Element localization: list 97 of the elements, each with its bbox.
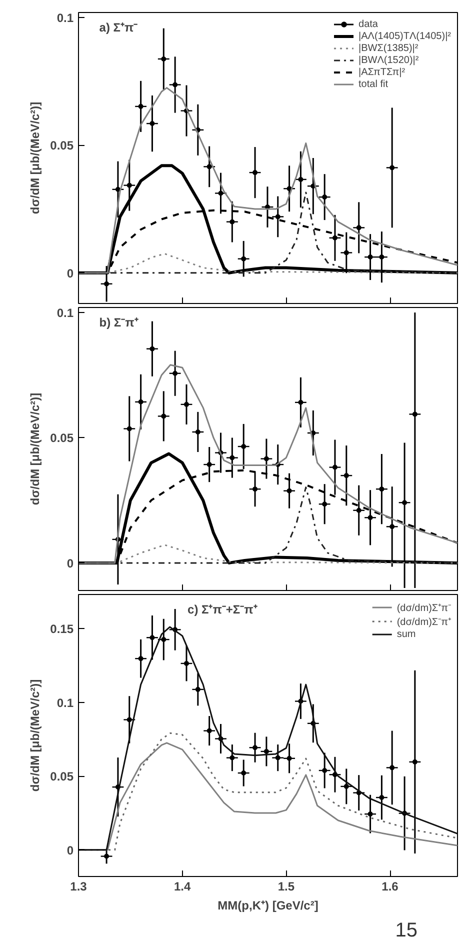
point [332,235,338,240]
legend-label: |AΛ(1405)TΛ(1405)|² [358,30,451,42]
point [138,399,144,404]
point [379,254,384,260]
point [115,186,120,192]
point [322,194,328,200]
annotation: b) Σ⁻π⁺ [99,316,138,330]
y-tick-label: 0.1 [56,11,74,26]
x-tick-label: 1.4 [174,880,192,894]
point [206,164,212,170]
point [138,656,144,662]
y-tick-label: 0 [66,266,74,280]
x-tick-label: 1.6 [382,880,399,894]
point [379,486,384,492]
point [298,400,304,405]
point [104,281,110,286]
y-tick-label: 0.1 [56,696,74,710]
point [104,854,110,859]
point [172,370,178,376]
legend-label: total fit [358,78,388,90]
y-tick-label: 0 [66,843,74,858]
point [138,104,144,109]
point [368,812,373,817]
point [172,82,178,88]
point [161,414,166,419]
x-tick-label: 1.3 [70,880,88,894]
point [161,637,166,642]
point [390,765,395,770]
point [322,768,328,773]
point [390,165,395,170]
point [230,219,235,224]
line-series [78,626,458,851]
x-axis-title: MM(p,K⁺) [GeV/c²] [218,898,318,912]
point [412,412,418,417]
y-tick-label: 0.05 [50,431,74,446]
point [344,250,349,256]
x-tick-label: 1.5 [278,880,295,894]
point [161,56,166,62]
point [150,346,155,352]
annotation: c) Σ⁺π⁻+Σ⁻π⁺ [188,602,258,616]
point [206,728,212,734]
annotation: a) Σ⁺π⁻ [99,20,138,34]
legend-label: data [358,18,379,30]
point [264,748,269,754]
point [356,225,362,230]
point [322,502,328,507]
y-tick-label: 0.05 [50,138,74,153]
y-axis-title: dσ/dM [μb/(MeV/c²)] [28,392,42,506]
point [286,186,292,192]
point [368,515,373,520]
point [275,214,280,220]
point [184,660,189,666]
point [275,755,280,760]
point [286,488,292,494]
point [150,121,155,126]
point [241,770,246,776]
point [218,190,224,196]
point [241,256,246,262]
y-axis-title: dσ/dM [μb/(MeV/c²)] [28,102,42,214]
y-tick-label: 0.05 [50,770,74,784]
point [344,784,349,789]
point [230,755,235,760]
point [252,745,258,750]
legend-label: |BWΣ(1385)|² [358,42,418,54]
y-tick-label: 0 [66,556,74,570]
legend-label: (dσ/dm)Σ⁺π⁻ [396,602,451,614]
point [368,254,373,260]
point [241,444,246,449]
point [195,429,200,434]
point [150,635,155,640]
point [206,462,212,468]
y-tick-label: 0.1 [56,306,74,320]
point [390,524,395,530]
legend-label: |AΣπTΣπ|² [358,66,406,78]
point [252,170,258,176]
point [379,795,384,800]
text: 15 [395,920,418,941]
point [126,426,132,432]
point [412,759,418,764]
point [332,464,338,470]
y-tick-label: 0.15 [50,622,74,636]
legend-label: (dσ/dm)Σ⁻π⁺ [396,616,451,628]
point [356,508,362,513]
point [286,756,292,761]
point [344,473,349,478]
y-axis-title: dσ/dM [μb/(MeV/c²)] [28,679,42,792]
point [126,717,132,722]
point [252,486,258,492]
legend-label: |BWΛ(1520)|² [358,54,419,66]
point [230,455,235,460]
point [184,402,189,407]
point [264,456,269,462]
point [298,176,304,182]
legend-label: sum [396,628,417,640]
point [402,500,408,506]
point [195,686,200,692]
point [126,182,132,188]
